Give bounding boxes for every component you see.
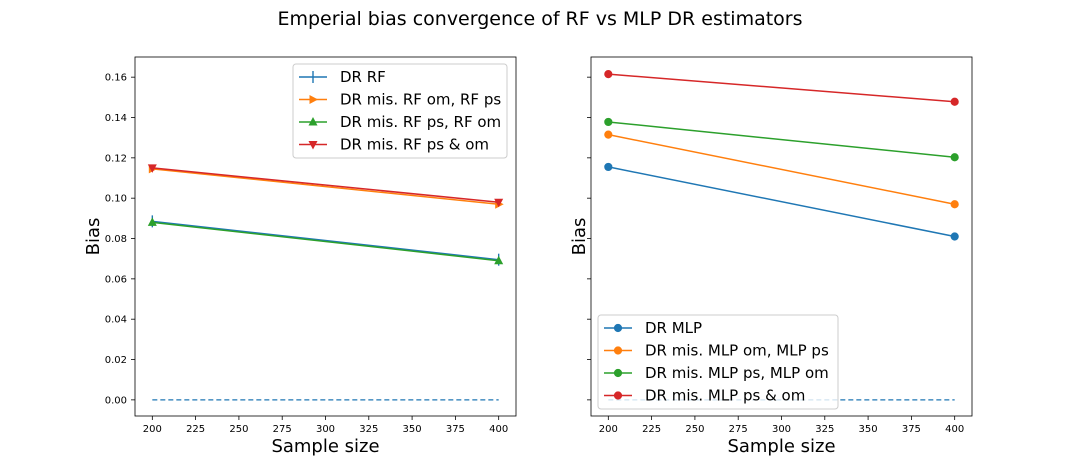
figure-title: Emperial bias convergence of RF vs MLP D… bbox=[277, 8, 802, 30]
series-line bbox=[608, 166, 955, 238]
series-line bbox=[608, 121, 955, 158]
legend-label: DR mis. MLP ps & om bbox=[645, 387, 805, 405]
x-tick-label: 325 bbox=[359, 424, 378, 435]
x-tick-label: 200 bbox=[599, 424, 618, 435]
y-axis-label: Bias bbox=[83, 218, 104, 256]
legend-marker bbox=[613, 346, 623, 355]
legend-marker bbox=[308, 117, 318, 126]
legend-marker bbox=[308, 141, 318, 150]
y-tick-label: 0.16 bbox=[105, 73, 127, 84]
y-tick-label: 0.02 bbox=[105, 355, 127, 366]
x-tick-label: 375 bbox=[902, 424, 921, 435]
legend-label: DR mis. RF om, RF ps bbox=[340, 91, 501, 109]
data-point bbox=[950, 97, 959, 106]
x-tick-label: 350 bbox=[859, 424, 878, 435]
y-tick-label: 0.12 bbox=[105, 153, 127, 164]
x-axis-label: Sample size bbox=[727, 436, 835, 457]
x-tick-label: 225 bbox=[186, 424, 205, 435]
data-point bbox=[147, 217, 157, 226]
series-line bbox=[152, 167, 499, 203]
legend-marker bbox=[309, 95, 318, 104]
data-point bbox=[494, 198, 504, 208]
x-axis-label: Sample size bbox=[271, 436, 379, 457]
series-line bbox=[608, 73, 955, 103]
legend-label: DR MLP bbox=[645, 319, 702, 337]
y-tick-label: 0.14 bbox=[105, 113, 127, 124]
legend-marker bbox=[613, 391, 623, 400]
data-point bbox=[604, 117, 613, 127]
data-point bbox=[147, 164, 157, 173]
x-tick-label: 300 bbox=[772, 424, 791, 435]
legend-box bbox=[597, 314, 839, 410]
data-point bbox=[604, 70, 613, 79]
x-tick-label: 250 bbox=[685, 424, 704, 435]
data-point bbox=[604, 130, 613, 139]
series-line bbox=[152, 221, 499, 262]
data-point bbox=[604, 162, 613, 172]
y-tick-label: 0.10 bbox=[105, 194, 127, 205]
legend-label: DR RF bbox=[340, 68, 386, 86]
y-tick-label: 0.04 bbox=[105, 315, 127, 326]
data-point bbox=[494, 255, 504, 265]
x-tick-label: 400 bbox=[945, 424, 964, 435]
y-tick-label: 0.06 bbox=[105, 274, 127, 285]
rf-bias-panel: 200 225 250 275 300 325 350 375 400 0.00 0.02 0.04 0… bbox=[83, 56, 517, 457]
x-tick-label: 400 bbox=[489, 424, 508, 435]
legend-marker bbox=[613, 323, 623, 333]
mlp-bias-panel: 200 225 250 275 300 325 350 375 400 Sample size Bi… bbox=[569, 56, 973, 457]
legend-label: DR mis. MLP om, MLP ps bbox=[645, 342, 829, 360]
x-tick-label: 300 bbox=[316, 424, 335, 435]
legend-label: DR mis. RF ps, RF om bbox=[340, 113, 501, 131]
series-line bbox=[152, 168, 499, 205]
y-axis-label: Bias bbox=[569, 218, 590, 256]
series-line bbox=[152, 220, 499, 261]
data-point bbox=[950, 153, 959, 162]
x-tick-label: 275 bbox=[273, 424, 292, 435]
x-tick-label: 325 bbox=[815, 424, 834, 435]
y-tick-label: 0.00 bbox=[105, 395, 127, 406]
legend: DR RF DR mis. RF om, RF ps DR mis. RF ps, … bbox=[292, 63, 508, 159]
data-point bbox=[950, 200, 959, 209]
x-tick-label: 250 bbox=[229, 424, 248, 435]
data-point bbox=[950, 232, 959, 241]
legend-label: DR mis. MLP ps, MLP om bbox=[645, 364, 829, 382]
legend: DR MLP DR mis. MLP om, MLP ps DR mis. MLP … bbox=[597, 314, 839, 410]
x-tick-label: 275 bbox=[729, 424, 748, 435]
legend-box bbox=[292, 63, 508, 159]
legend-marker bbox=[613, 368, 623, 378]
y-tick-label: 0.08 bbox=[105, 234, 127, 245]
x-tick-label: 350 bbox=[403, 424, 422, 435]
x-tick-label: 200 bbox=[143, 424, 162, 435]
x-tick-label: 225 bbox=[642, 424, 661, 435]
series-line bbox=[608, 133, 955, 205]
legend-label: DR mis. RF ps & om bbox=[340, 136, 489, 154]
x-tick-label: 375 bbox=[446, 424, 465, 435]
